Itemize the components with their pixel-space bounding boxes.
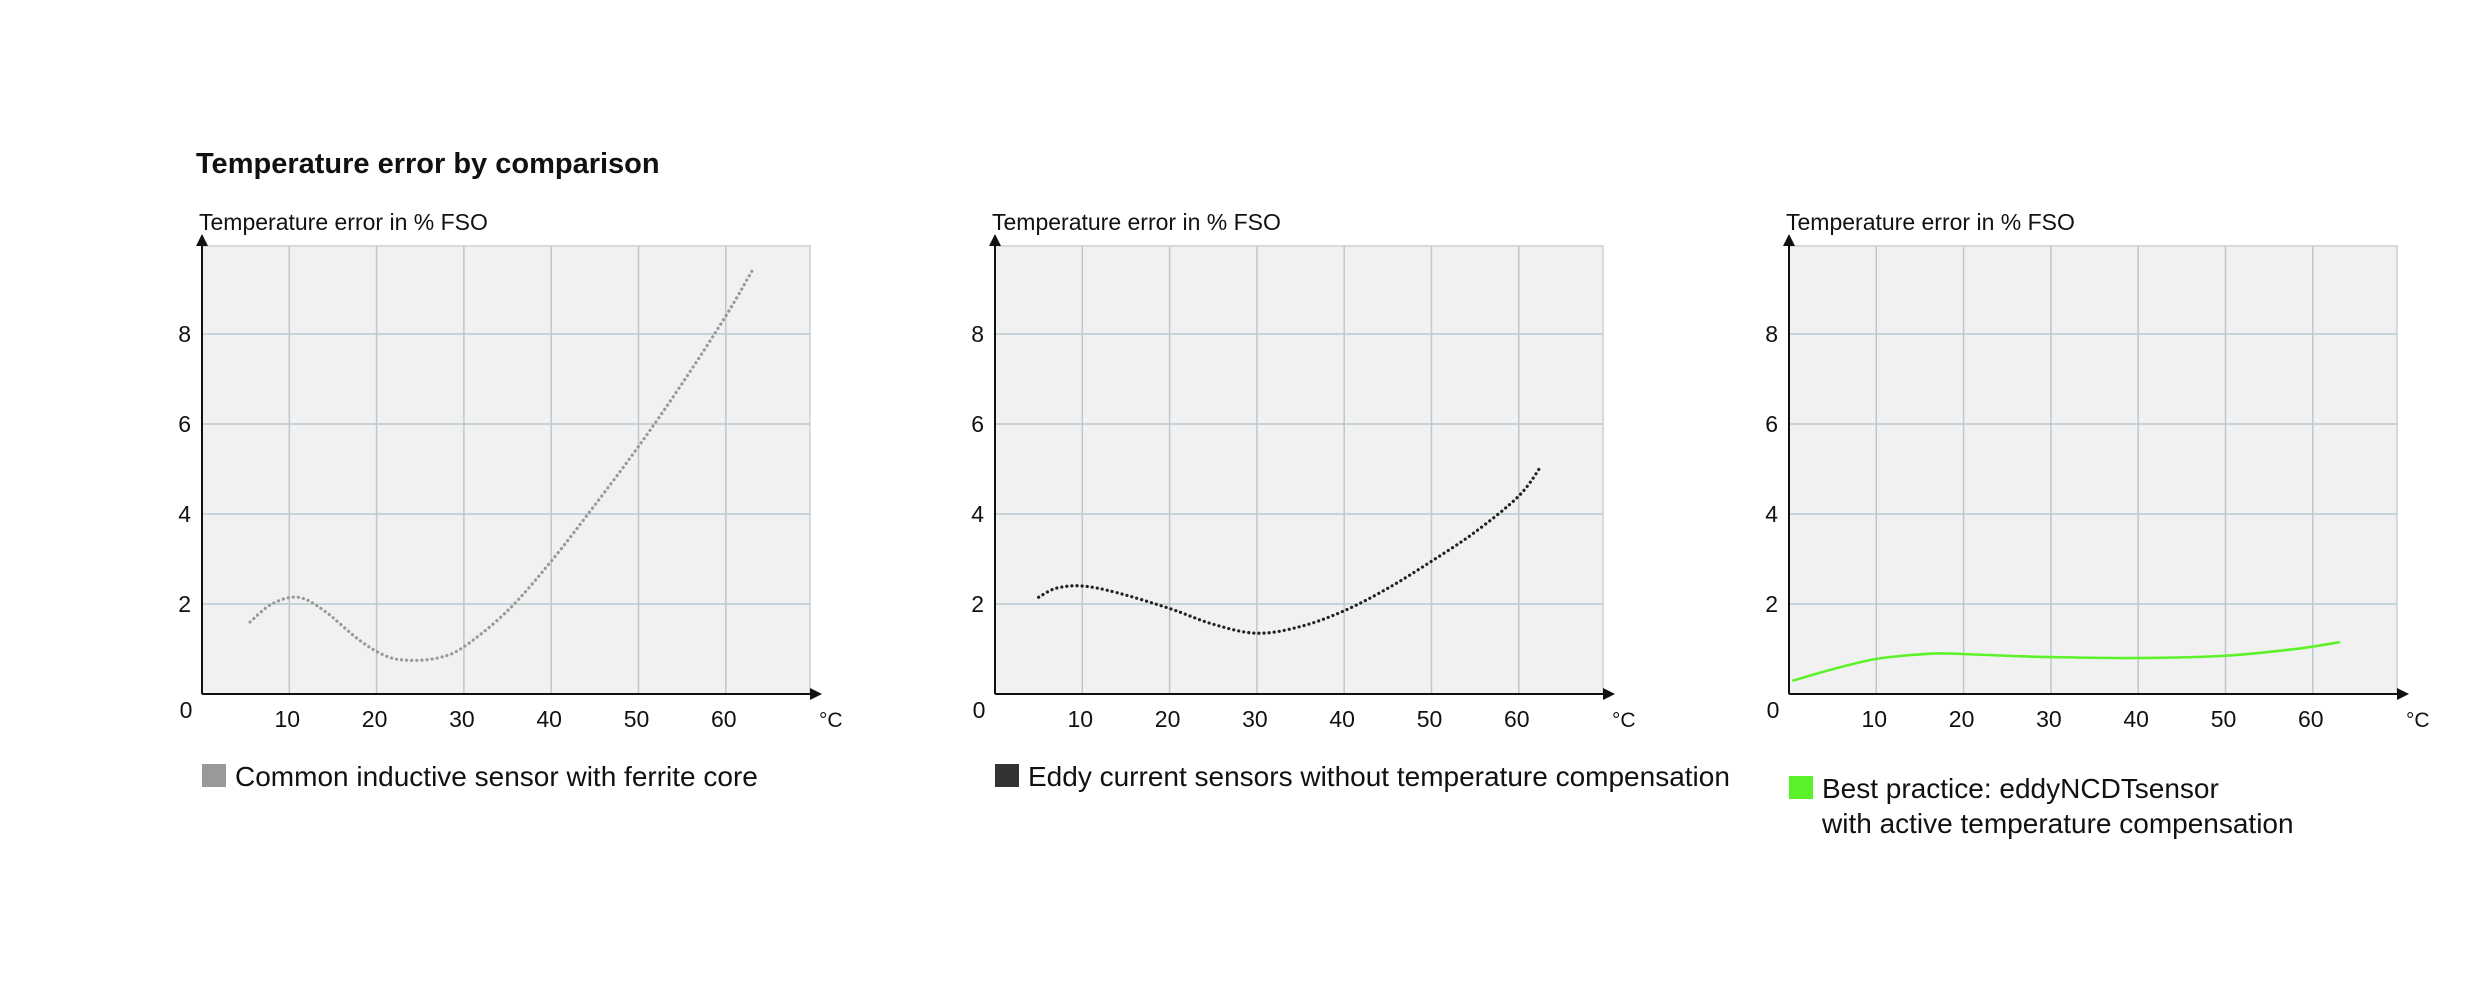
x-tick-label: 40 xyxy=(536,706,562,732)
y-tick-label: 2 xyxy=(971,591,984,617)
y-axis-label: Temperature error in % FSO xyxy=(199,209,488,235)
x-axis-arrow xyxy=(2397,688,2409,700)
x-axis-arrow xyxy=(1603,688,1615,700)
y-tick-label: 6 xyxy=(1765,411,1778,437)
x-tick-label: 30 xyxy=(2036,706,2062,732)
x-tick-label: 50 xyxy=(1417,706,1443,732)
legend-swatch xyxy=(1789,776,1813,799)
x-tick-label: 60 xyxy=(1504,706,1530,732)
y-axis-label: Temperature error in % FSO xyxy=(1786,209,2075,235)
x-tick-label: 10 xyxy=(1068,706,1094,732)
series-line xyxy=(248,269,754,662)
y-tick-label: 8 xyxy=(971,321,984,347)
x-tick-label: 40 xyxy=(1329,706,1355,732)
y-axis-arrow xyxy=(196,234,208,246)
x-tick-label: 10 xyxy=(1862,706,1888,732)
y-tick-label: 4 xyxy=(971,501,984,527)
legend-label: Eddy current sensors without temperature… xyxy=(1028,761,1730,792)
x-tick-label: 30 xyxy=(1242,706,1268,732)
x-tick-label: 50 xyxy=(624,706,650,732)
legend-label: Common inductive sensor with ferrite cor… xyxy=(235,761,758,792)
legend-label: Best practice: eddyNCDTsensor xyxy=(1822,773,2219,804)
x-tick-label: 60 xyxy=(711,706,737,732)
plot-background xyxy=(1788,245,2398,695)
x-axis-unit: °C xyxy=(2406,709,2430,732)
chart-panel-1 xyxy=(196,234,822,787)
y-axis-arrow xyxy=(1783,234,1795,246)
x-tick-label: 50 xyxy=(2211,706,2237,732)
x-tick-label: 30 xyxy=(449,706,475,732)
y-tick-label: 8 xyxy=(178,321,191,347)
x-axis-unit: °C xyxy=(819,709,843,732)
x-tick-label: 60 xyxy=(2298,706,2324,732)
x-axis-unit: °C xyxy=(1612,709,1636,732)
y-tick-label: 2 xyxy=(178,591,191,617)
y-tick-label: 6 xyxy=(178,411,191,437)
x-axis-arrow xyxy=(810,688,822,700)
y-tick-label: 0 xyxy=(180,697,193,723)
plot-background xyxy=(994,245,1604,695)
y-tick-label: 6 xyxy=(971,411,984,437)
legend-swatch xyxy=(202,764,226,787)
x-tick-label: 40 xyxy=(2123,706,2149,732)
y-tick-label: 0 xyxy=(973,697,986,723)
legend-label-line2: with active temperature compensation xyxy=(1821,808,2294,839)
y-tick-label: 4 xyxy=(1765,501,1778,527)
x-tick-label: 20 xyxy=(362,706,388,732)
chart-panel-3 xyxy=(1783,234,2409,799)
y-tick-label: 0 xyxy=(1767,697,1780,723)
y-tick-label: 4 xyxy=(178,501,191,527)
plot-background xyxy=(201,245,811,695)
series-line xyxy=(1037,465,1543,635)
x-tick-label: 10 xyxy=(275,706,301,732)
x-tick-label: 20 xyxy=(1949,706,1975,732)
chart-panel-2 xyxy=(989,234,1615,787)
x-tick-label: 20 xyxy=(1155,706,1181,732)
y-tick-label: 2 xyxy=(1765,591,1778,617)
legend-swatch xyxy=(995,764,1019,787)
y-axis-label: Temperature error in % FSO xyxy=(992,209,1281,235)
y-axis-arrow xyxy=(989,234,1001,246)
series-line xyxy=(1792,640,2341,682)
figure-title: Temperature error by comparison xyxy=(196,148,660,180)
y-tick-label: 8 xyxy=(1765,321,1778,347)
